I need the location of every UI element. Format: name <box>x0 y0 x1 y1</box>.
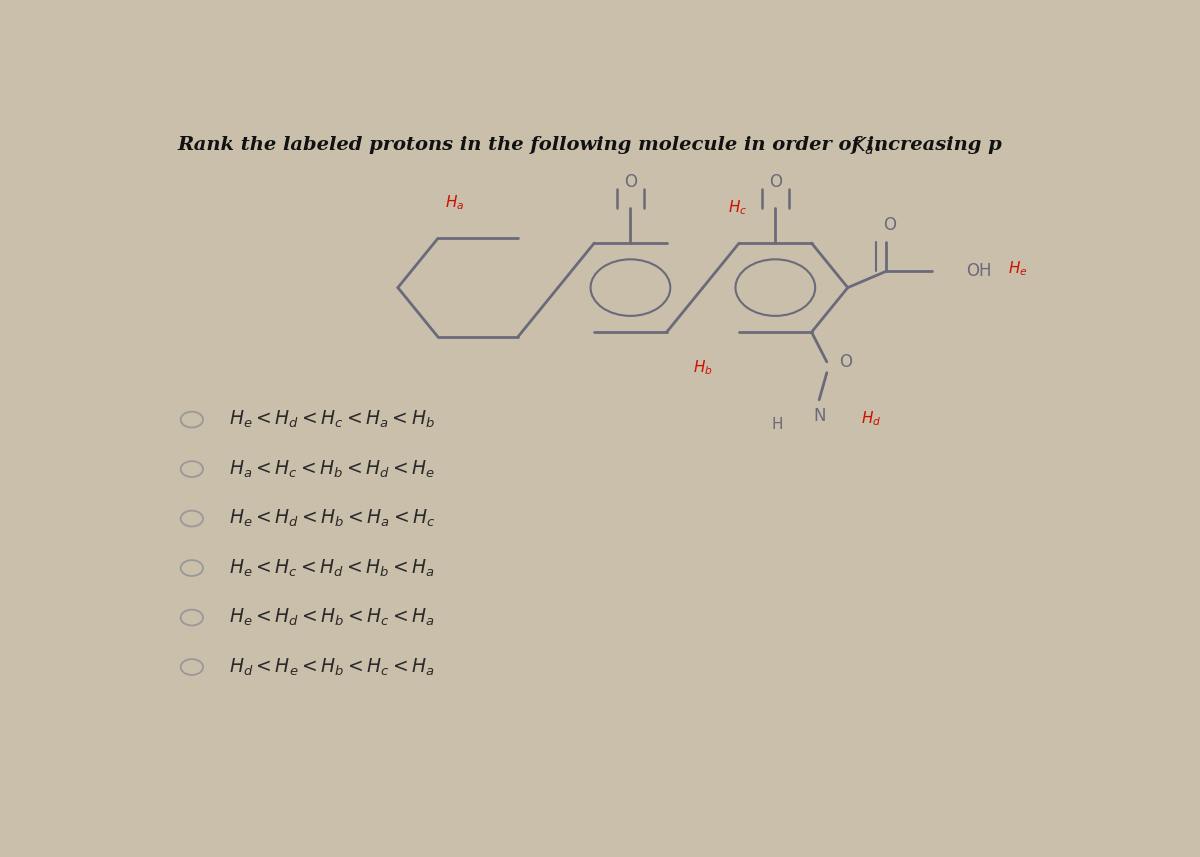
Text: $H_e < H_c < H_d < H_b < H_a$: $H_e < H_c < H_d < H_b < H_a$ <box>229 557 434 578</box>
Text: $H_e < H_d < H_c < H_a < H_b$: $H_e < H_d < H_c < H_a < H_b$ <box>229 409 436 430</box>
Text: $H_e < H_d < H_b < H_a < H_c$: $H_e < H_d < H_b < H_a < H_c$ <box>229 508 436 530</box>
Text: O: O <box>883 216 896 234</box>
Text: $H_c$: $H_c$ <box>727 199 746 218</box>
Text: N: N <box>812 407 826 425</box>
Text: O: O <box>624 172 637 190</box>
Text: $\mathbf{\mathit{K_a}}$$\mathbf{.}$: $\mathbf{\mathit{K_a}}$$\mathbf{.}$ <box>852 136 881 157</box>
Text: $H_b$: $H_b$ <box>694 358 713 377</box>
Text: $H_e < H_d < H_b < H_c < H_a$: $H_e < H_d < H_b < H_c < H_a$ <box>229 607 434 628</box>
Text: $H_d < H_e < H_b < H_c < H_a$: $H_d < H_e < H_b < H_c < H_a$ <box>229 656 434 678</box>
Text: H: H <box>772 417 782 432</box>
Text: O: O <box>769 172 782 190</box>
Text: $H_d$: $H_d$ <box>862 410 881 428</box>
Text: O: O <box>839 353 852 371</box>
Text: OH: OH <box>966 262 991 280</box>
Text: $H_a < H_c < H_b < H_d < H_e$: $H_a < H_c < H_b < H_d < H_e$ <box>229 458 436 480</box>
Text: Rank the labeled protons in the following molecule in order of increasing p: Rank the labeled protons in the followin… <box>178 136 1003 154</box>
Text: $H_e$: $H_e$ <box>1008 260 1027 278</box>
Text: $H_a$: $H_a$ <box>445 193 464 212</box>
